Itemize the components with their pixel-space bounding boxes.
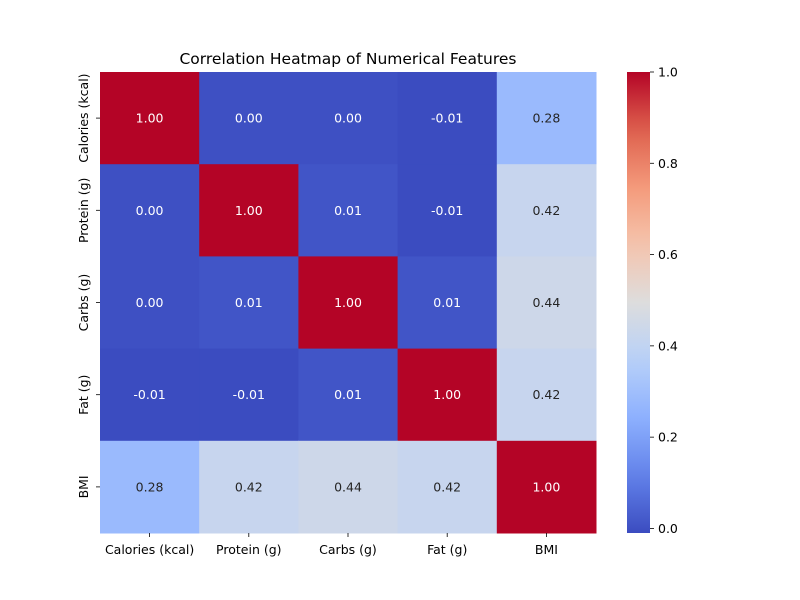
colorbar: 0.0 0.2 0.4 0.6 0.8 1.0 [627,65,678,536]
cell-annotation: 0.42 [235,479,263,494]
heatmap-cell [397,348,498,442]
x-axis: Calories (kcal) Protein (g) Carbs (g) Fat (… [105,533,558,557]
heatmap-cell [397,72,498,165]
heatmap-cell [199,348,299,442]
heatmap-cell [298,348,399,442]
cell-annotation: 0.44 [334,479,362,494]
cell-annotation: 0.28 [136,479,164,494]
cell-annotation: 0.00 [136,295,164,310]
heatmap-cell [100,256,200,350]
y-tick-label: Fat (g) [76,375,91,415]
heatmap-cell [397,256,498,350]
heatmap-cell [496,164,597,257]
cell-annotation: 0.00 [235,111,263,126]
cell-annotation: -0.01 [431,111,463,126]
heatmap-cell [100,348,200,442]
cell-annotation: 0.28 [532,111,560,126]
cell-annotation: -0.01 [233,387,265,402]
heatmap-cell [397,440,498,534]
x-tick-label: Calories (kcal) [105,542,194,557]
cell-annotation: -0.01 [133,387,165,402]
heatmap-cell [199,164,299,257]
heatmap-cells [100,72,597,534]
cell-annotation: 1.00 [235,203,263,218]
cell-annotation: 0.42 [532,387,560,402]
colorbar-tick-label: 0.6 [658,247,678,262]
chart-title: Correlation Heatmap of Numerical Feature… [179,50,516,68]
heatmap-cell [298,256,399,350]
y-axis: Calories (kcal) Protein (g) Carbs (g) Fat (… [76,73,100,498]
heatmap-cell [496,440,597,534]
cell-annotation: 1.00 [433,387,461,402]
heatmap-cell [100,440,200,534]
x-tick-label: Fat (g) [427,542,467,557]
cell-annotation: 0.01 [235,295,263,310]
cell-annotation: 0.01 [334,203,362,218]
colorbar-tick-label: 0.0 [658,521,678,536]
heatmap-cell [199,440,299,534]
y-tick-label: Protein (g) [76,178,91,243]
cell-annotation: 1.00 [532,479,560,494]
heatmap-cell [199,72,299,165]
cell-annotation: 0.01 [433,295,461,310]
heatmap-cell [199,256,299,350]
cell-annotation: 0.00 [136,203,164,218]
colorbar-tick-label: 0.4 [658,338,678,353]
cell-annotation: 0.42 [433,479,461,494]
x-tick-label: Carbs (g) [319,542,377,557]
x-tick-label: Protein (g) [216,542,281,557]
colorbar-tick-label: 0.8 [658,156,678,171]
heatmap-cell [298,72,399,165]
cell-annotation: 1.00 [136,111,164,126]
colorbar-tick-label: 1.0 [658,65,678,80]
heatmap-cell [397,164,498,257]
cell-annotation: -0.01 [431,203,463,218]
y-tick-label: Calories (kcal) [76,73,91,162]
cell-annotation: 0.01 [334,387,362,402]
cell-annotation: 0.44 [532,295,560,310]
heatmap-cell [100,164,200,257]
colorbar-tick-label: 0.2 [658,430,678,445]
cell-annotation: 0.00 [334,111,362,126]
cell-annotation: 1.00 [334,295,362,310]
heatmap-cell [298,440,399,534]
cell-annotation: 0.42 [532,203,560,218]
heatmap-cell [298,164,399,257]
colorbar-gradient [627,72,650,533]
heatmap-cell [496,256,597,350]
heatmap-cell [100,72,200,165]
heatmap-cell [496,72,597,165]
x-tick-label: BMI [535,542,558,557]
y-tick-label: BMI [76,475,91,498]
heatmap-cell [496,348,597,442]
y-tick-label: Carbs (g) [76,274,91,332]
heatmap-annotations: 1.00 0.00 0.00 -0.01 0.28 0.00 1.00 0.01 -0.01 0.… [133,111,560,495]
